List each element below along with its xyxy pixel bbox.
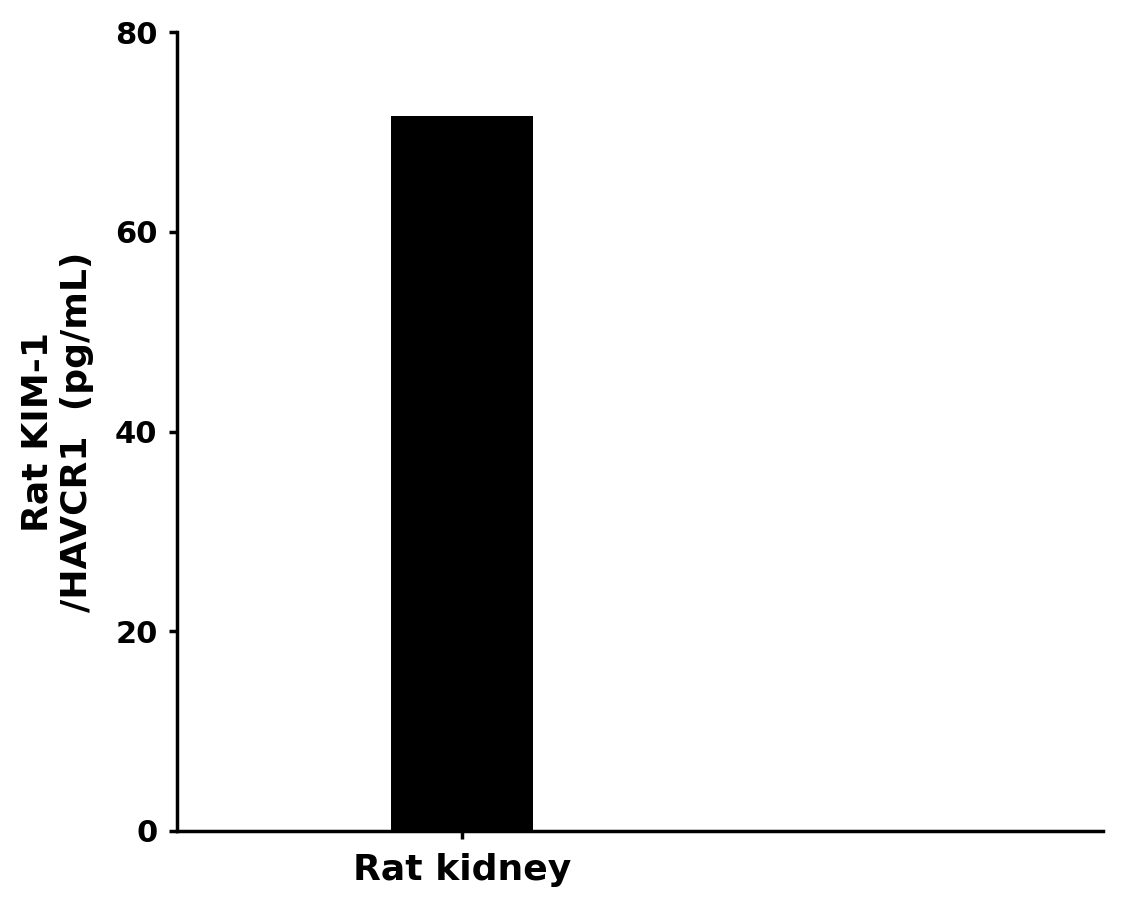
Bar [391,116,533,831]
Y-axis label: Rat KIM-1
/HAVCR1  (pg/mL): Rat KIM-1 /HAVCR1 (pg/mL) [21,252,94,612]
